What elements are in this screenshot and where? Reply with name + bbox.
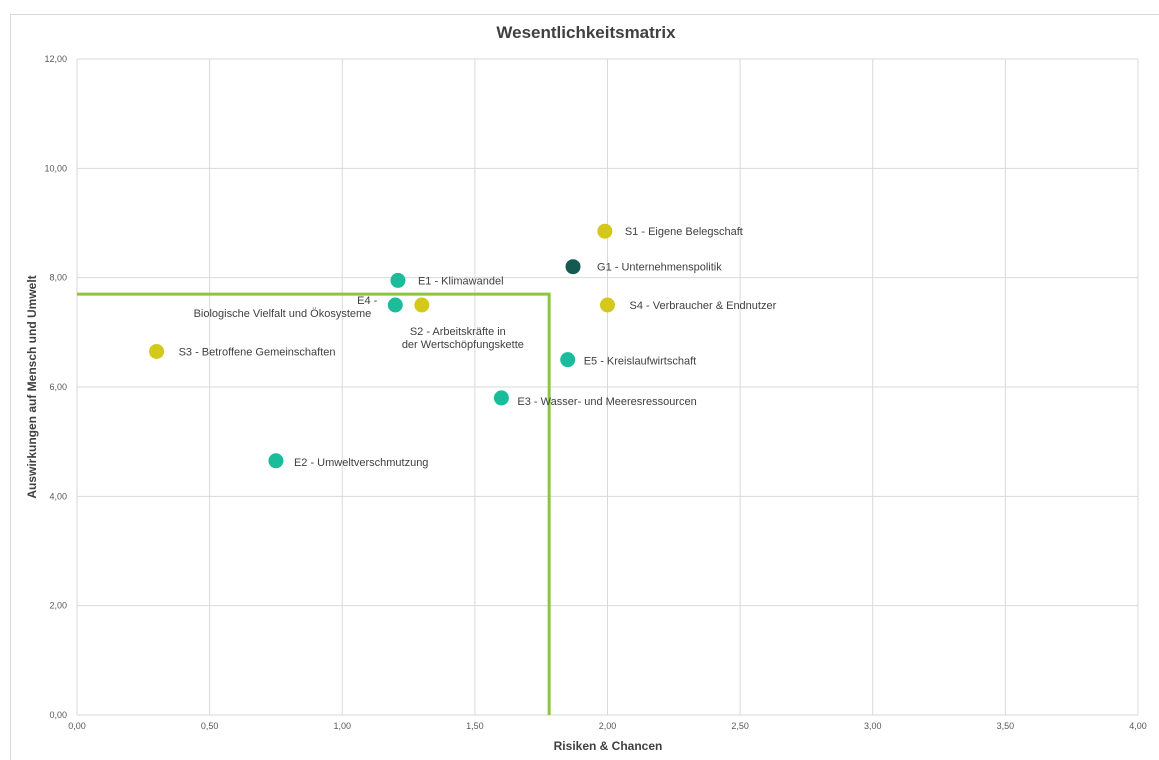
ticks-layer: 0,00 0,50 1,00 1,50 2,00 2,50 3,00 3,50 4,00 0,00… <box>44 54 1146 731</box>
y-tick-label: 4,00 <box>49 491 67 501</box>
grid-layer <box>76 58 1139 716</box>
y-tick-label: 10,00 <box>44 163 67 173</box>
point-label: E1 - Klimawandel <box>418 275 504 287</box>
data-point <box>268 453 284 469</box>
data-point <box>493 390 509 406</box>
x-tick-label: 2,50 <box>731 721 749 731</box>
x-tick-label: 4,00 <box>1129 721 1147 731</box>
data-point <box>149 343 165 359</box>
chart-frame <box>10 14 1159 760</box>
data-point <box>600 297 615 313</box>
chart-title: Wesentlichkeitsmatrix <box>496 23 676 42</box>
point-label: S2 - Arbeitskräfte in der Wertschöpfungsk… <box>402 326 524 351</box>
data-point <box>390 272 406 288</box>
y-tick-label: 8,00 <box>49 273 67 283</box>
y-tick-label: 2,00 <box>49 601 67 611</box>
data-point <box>565 259 581 275</box>
point-label: S1 - Eigene Belegschaft <box>625 226 743 238</box>
x-tick-label: 3,00 <box>864 721 882 731</box>
y-axis-title: Auswirkungen auf Mensch und Umwelt <box>25 275 39 498</box>
x-tick-label: 2,00 <box>599 721 617 731</box>
data-point <box>560 352 576 368</box>
data-point <box>387 297 403 313</box>
point-label: E4 -Biologische Vielfalt und Ökosysteme <box>194 295 378 320</box>
point-label: E2 - Umweltverschmutzung <box>294 457 429 469</box>
data-point <box>597 223 613 239</box>
point-label: S4 - Verbraucher & Endnutzer <box>630 300 777 312</box>
points-layer: S1 - Eigene Belegschaft G1 - Unternehmens… <box>149 223 777 469</box>
point-label: G1 - Unternehmenspolitik <box>597 262 722 274</box>
y-tick-label: 6,00 <box>49 382 67 392</box>
point-label: S3 - Betroffene Gemeinschaften <box>179 346 336 358</box>
x-tick-label: 3,50 <box>997 721 1015 731</box>
point-label: E5 - Kreislaufwirtschaft <box>584 356 696 368</box>
materiality-threshold-line <box>77 292 551 715</box>
x-tick-label: 1,00 <box>333 721 351 731</box>
x-tick-label: 0,50 <box>201 721 219 731</box>
x-axis-title: Risiken & Chancen <box>554 739 663 753</box>
y-tick-label: 12,00 <box>44 54 67 64</box>
point-label: E3 - Wasser- und Meeresressourcen <box>517 396 696 408</box>
x-tick-label: 0,00 <box>68 721 86 731</box>
data-point <box>414 297 430 313</box>
threshold-layer <box>77 292 551 715</box>
x-tick-label: 1,50 <box>466 721 484 731</box>
y-tick-label: 0,00 <box>49 710 67 720</box>
